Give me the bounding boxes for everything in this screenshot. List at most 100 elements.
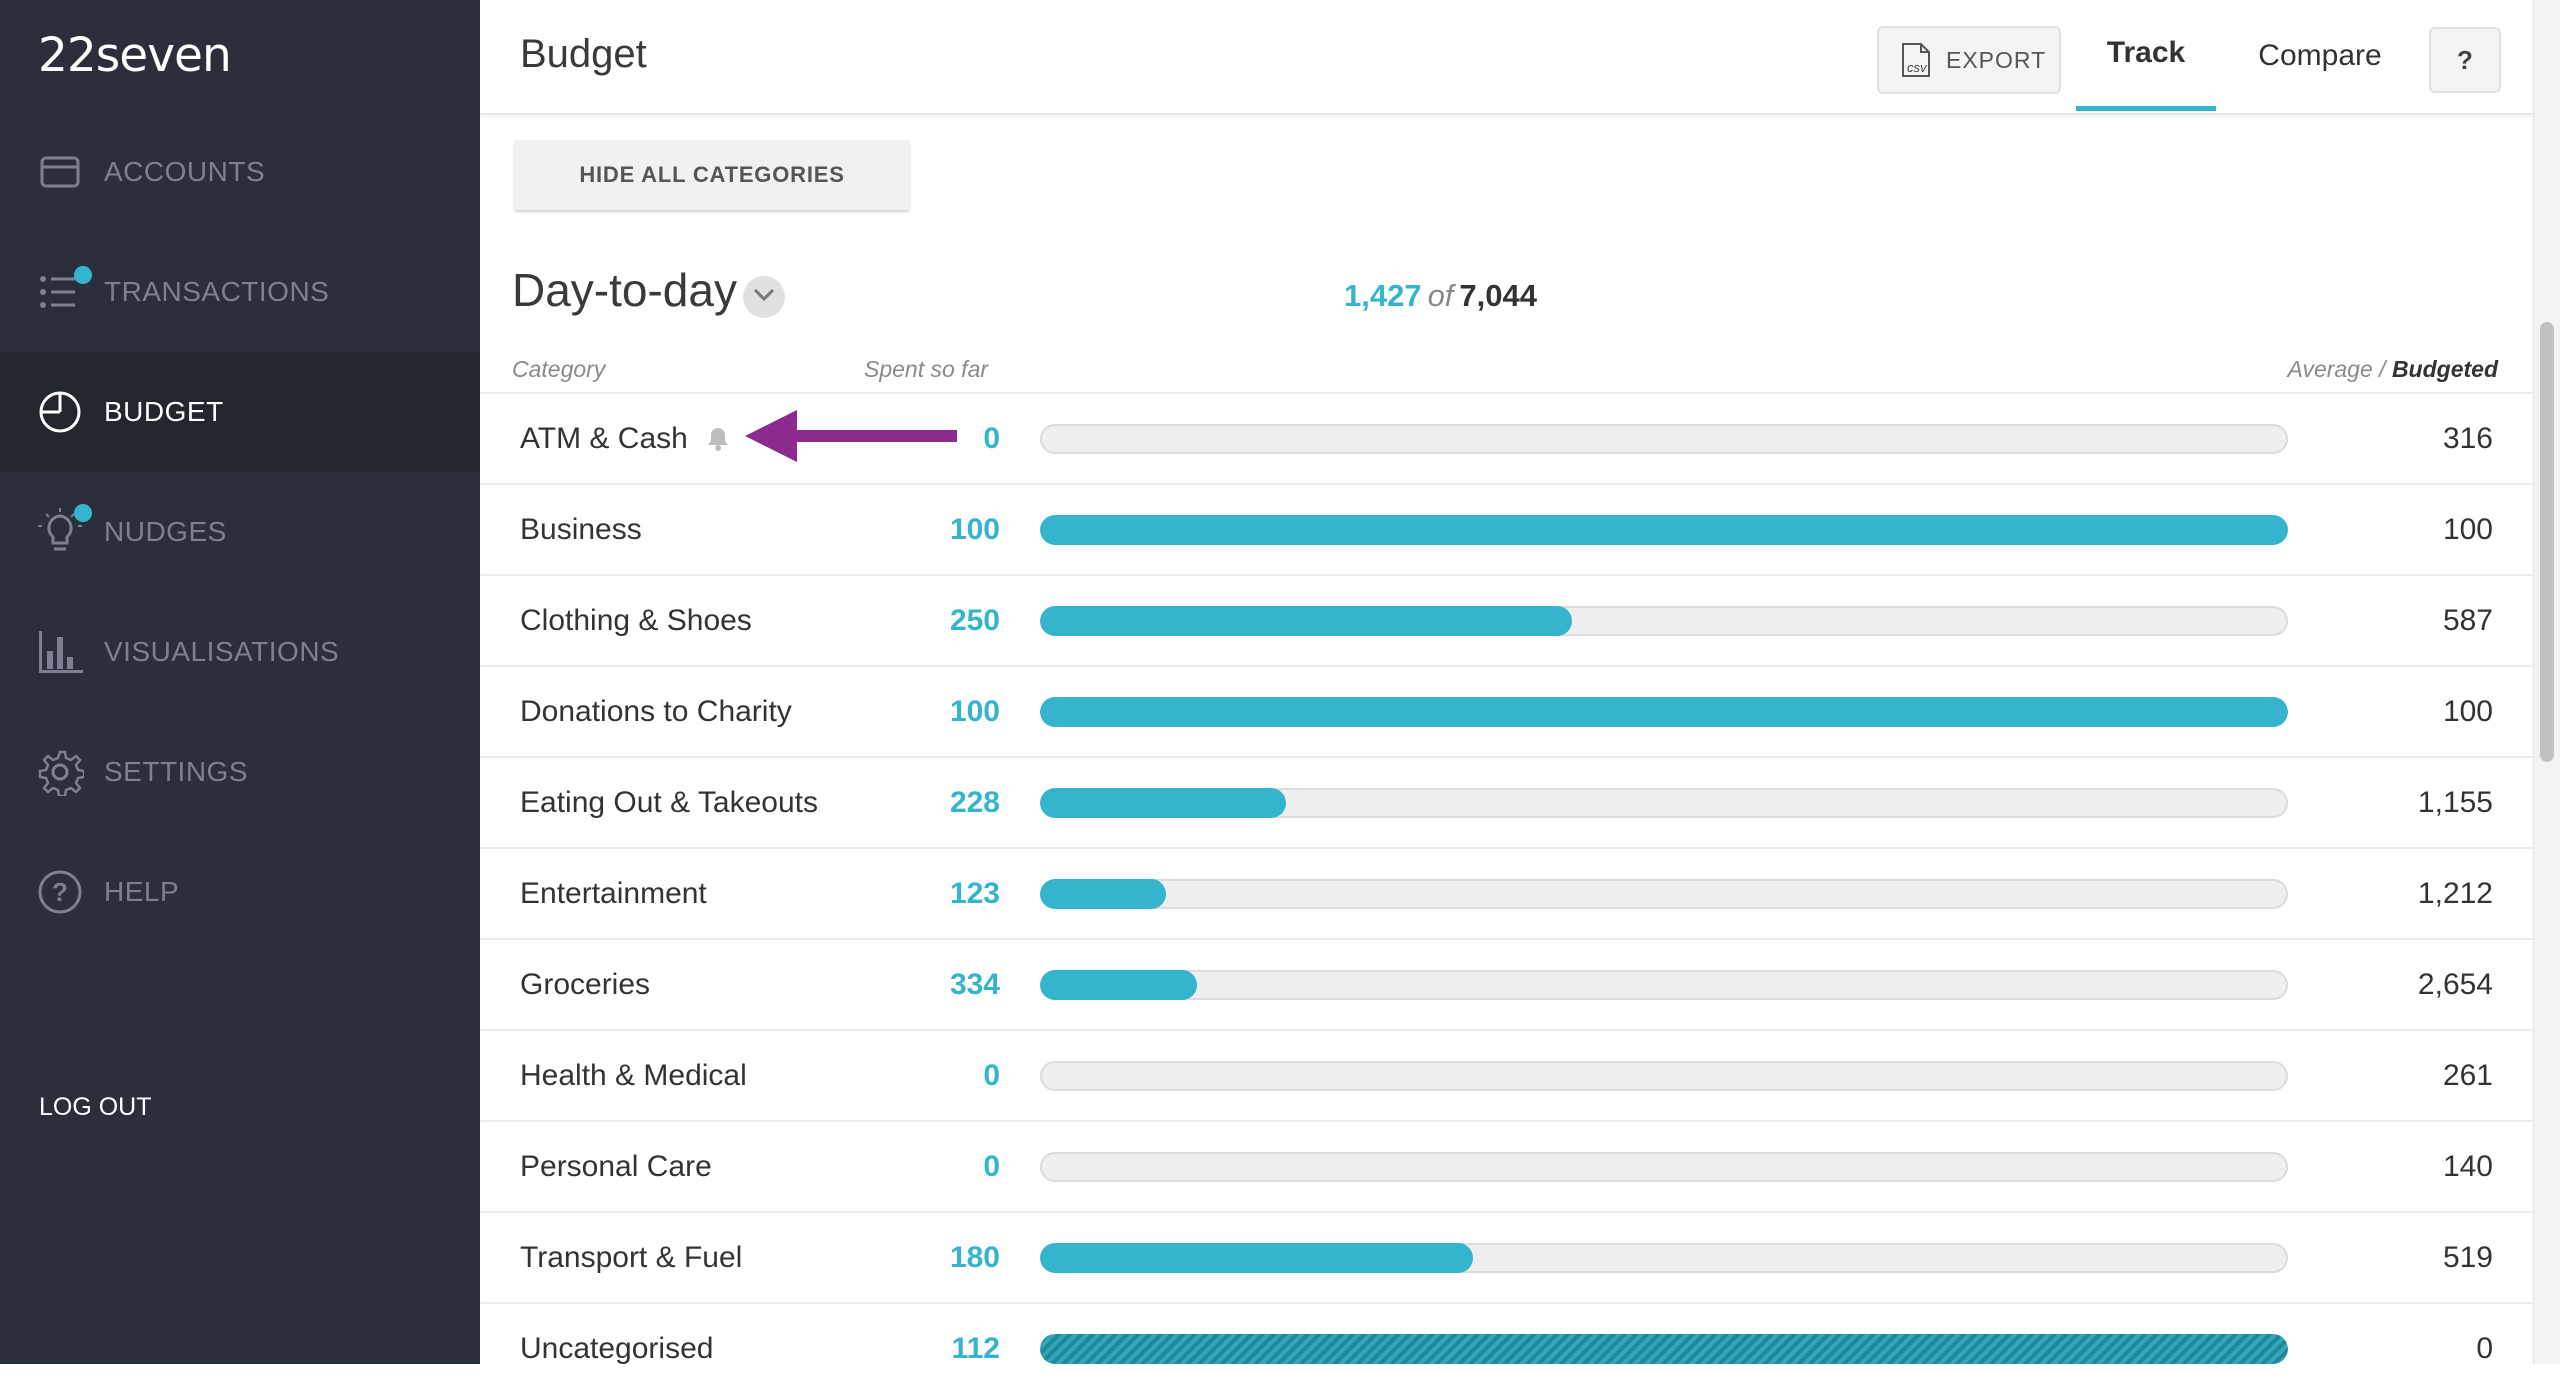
sidebar-item-label: ACCOUNTS [104,156,266,187]
sidebar-item-label: NUDGES [104,516,227,547]
budget-row[interactable]: ATM & Cash 0 316 [480,392,2533,483]
annotation-arrow [745,410,957,467]
notification-badge [74,266,92,284]
column-header-budget: Average / Budgeted [2288,356,2498,383]
category-name: Personal Care [520,1149,712,1183]
page-header: Budget csv EXPORT Track Compare ? [480,0,2533,115]
spent-amount: 123 [949,876,1000,910]
sidebar-item-label: HELP [104,876,180,907]
sidebar-item-nudges[interactable]: NUDGES [0,472,480,592]
help-icon: ? [36,868,84,916]
budget-amount: 2,654 [2417,967,2493,1001]
pie-icon [36,388,84,436]
budget-row[interactable]: Uncategorised 112 0 [480,1302,2533,1393]
gear-icon [36,748,84,796]
budget-amount: 1,212 [2417,876,2493,910]
scrollbar-thumb[interactable] [2540,322,2554,762]
category-name: Health & Medical [520,1058,747,1092]
spent-amount: 100 [949,512,1000,546]
budget-amount: 140 [2442,1149,2493,1183]
sidebar-item-help[interactable]: ? HELP [0,832,480,952]
section-title: Day-to-day [512,264,737,316]
progress-track [1040,879,2288,909]
spent-amount: 228 [949,785,1000,819]
budget-row[interactable]: Donations to Charity 100 100 [480,665,2533,756]
budget-row[interactable]: Entertainment 123 1,212 [480,847,2533,938]
category-list: ATM & Cash 0 316 Business 100 100 Clothing & S… [480,392,2533,1393]
spent-amount: 180 [949,1240,1000,1274]
sidebar-item-label: BUDGET [104,396,224,427]
budget-row[interactable]: Eating Out & Takeouts 228 1,155 [480,756,2533,847]
column-header-average: Average / [2287,356,2386,382]
column-header-spent: Spent so far [864,356,989,382]
progress-track [1040,606,2288,636]
bar-chart-icon [36,628,84,676]
progress-fill [1040,879,1167,909]
page-title: Budget [520,32,647,76]
export-button[interactable]: csv EXPORT [1877,26,2061,94]
budget-row[interactable]: Business 100 100 [480,483,2533,574]
budget-row[interactable]: Health & Medical 0 261 [480,1029,2533,1120]
category-name: Business [520,512,642,546]
svg-text:csv: csv [1907,60,1928,75]
progress-track [1040,1334,2288,1364]
bell-icon[interactable] [706,426,732,452]
progress-fill [1040,1334,2288,1364]
section-toggle-button[interactable] [743,276,785,318]
hide-all-categories-button[interactable]: HIDE ALL CATEGORIES [513,140,911,210]
spent-amount: 0 [983,421,1000,455]
tab-track[interactable]: Track [2076,0,2216,111]
budget-row[interactable]: Clothing & Shoes 250 587 [480,574,2533,665]
progress-fill [1040,697,2288,727]
spent-amount: 0 [983,1058,1000,1092]
budget-amount: 316 [2442,421,2493,455]
spent-amount: 112 [951,1331,1000,1365]
sidebar-item-accounts[interactable]: ACCOUNTS [0,112,480,232]
progress-fill [1040,970,1198,1000]
progress-track [1040,1061,2288,1091]
budget-amount: 587 [2442,603,2493,637]
csv-file-icon: csv [1899,42,1937,83]
lightbulb-icon [36,508,84,556]
card-icon [36,148,84,196]
progress-fill [1040,606,1572,636]
sidebar: 22seven ACCOUNTS TRANSACTIONS BUDGET NUD… [0,0,480,1364]
column-header-budgeted: Budgeted [2391,356,2498,382]
progress-track [1040,1152,2288,1182]
progress-track [1040,697,2288,727]
logout-link[interactable]: LOG OUT [39,1093,152,1121]
spent-amount: 250 [949,603,1000,637]
scrollbar[interactable] [2533,0,2560,1364]
progress-track [1040,424,2288,454]
spent-amount: 334 [949,967,1000,1001]
sidebar-item-settings[interactable]: SETTINGS [0,712,480,832]
budget-amount: 1,155 [2417,785,2493,819]
category-name: Eating Out & Takeouts [520,785,818,819]
app-logo[interactable]: 22seven [38,28,232,83]
list-icon [36,268,84,316]
chevron-down-icon [753,288,775,307]
spent-amount: 100 [949,694,1000,728]
budget-row[interactable]: Groceries 334 2,654 [480,938,2533,1029]
category-name: Uncategorised [520,1331,714,1365]
budget-row[interactable]: Transport & Fuel 180 519 [480,1211,2533,1302]
progress-track [1040,970,2288,1000]
sidebar-item-label: SETTINGS [104,756,249,787]
category-name: Entertainment [520,876,707,910]
category-name: Transport & Fuel [520,1240,743,1274]
help-button[interactable]: ? [2429,27,2501,93]
budget-amount: 0 [2476,1331,2493,1365]
budget-total: 7,044 [1459,278,1537,313]
budget-row[interactable]: Personal Care 0 140 [480,1120,2533,1211]
column-header-category: Category [512,356,606,382]
progress-track [1040,788,2288,818]
spent-amount: 0 [983,1149,1000,1183]
sidebar-item-visualisations[interactable]: VISUALISATIONS [0,592,480,712]
budget-amount: 100 [2442,694,2493,728]
of-label: of [1427,278,1454,313]
progress-fill [1040,515,2288,545]
sidebar-item-budget[interactable]: BUDGET [0,352,480,472]
category-name: Donations to Charity [520,694,792,728]
sidebar-item-transactions[interactable]: TRANSACTIONS [0,232,480,352]
tab-compare[interactable]: Compare [2258,38,2382,72]
